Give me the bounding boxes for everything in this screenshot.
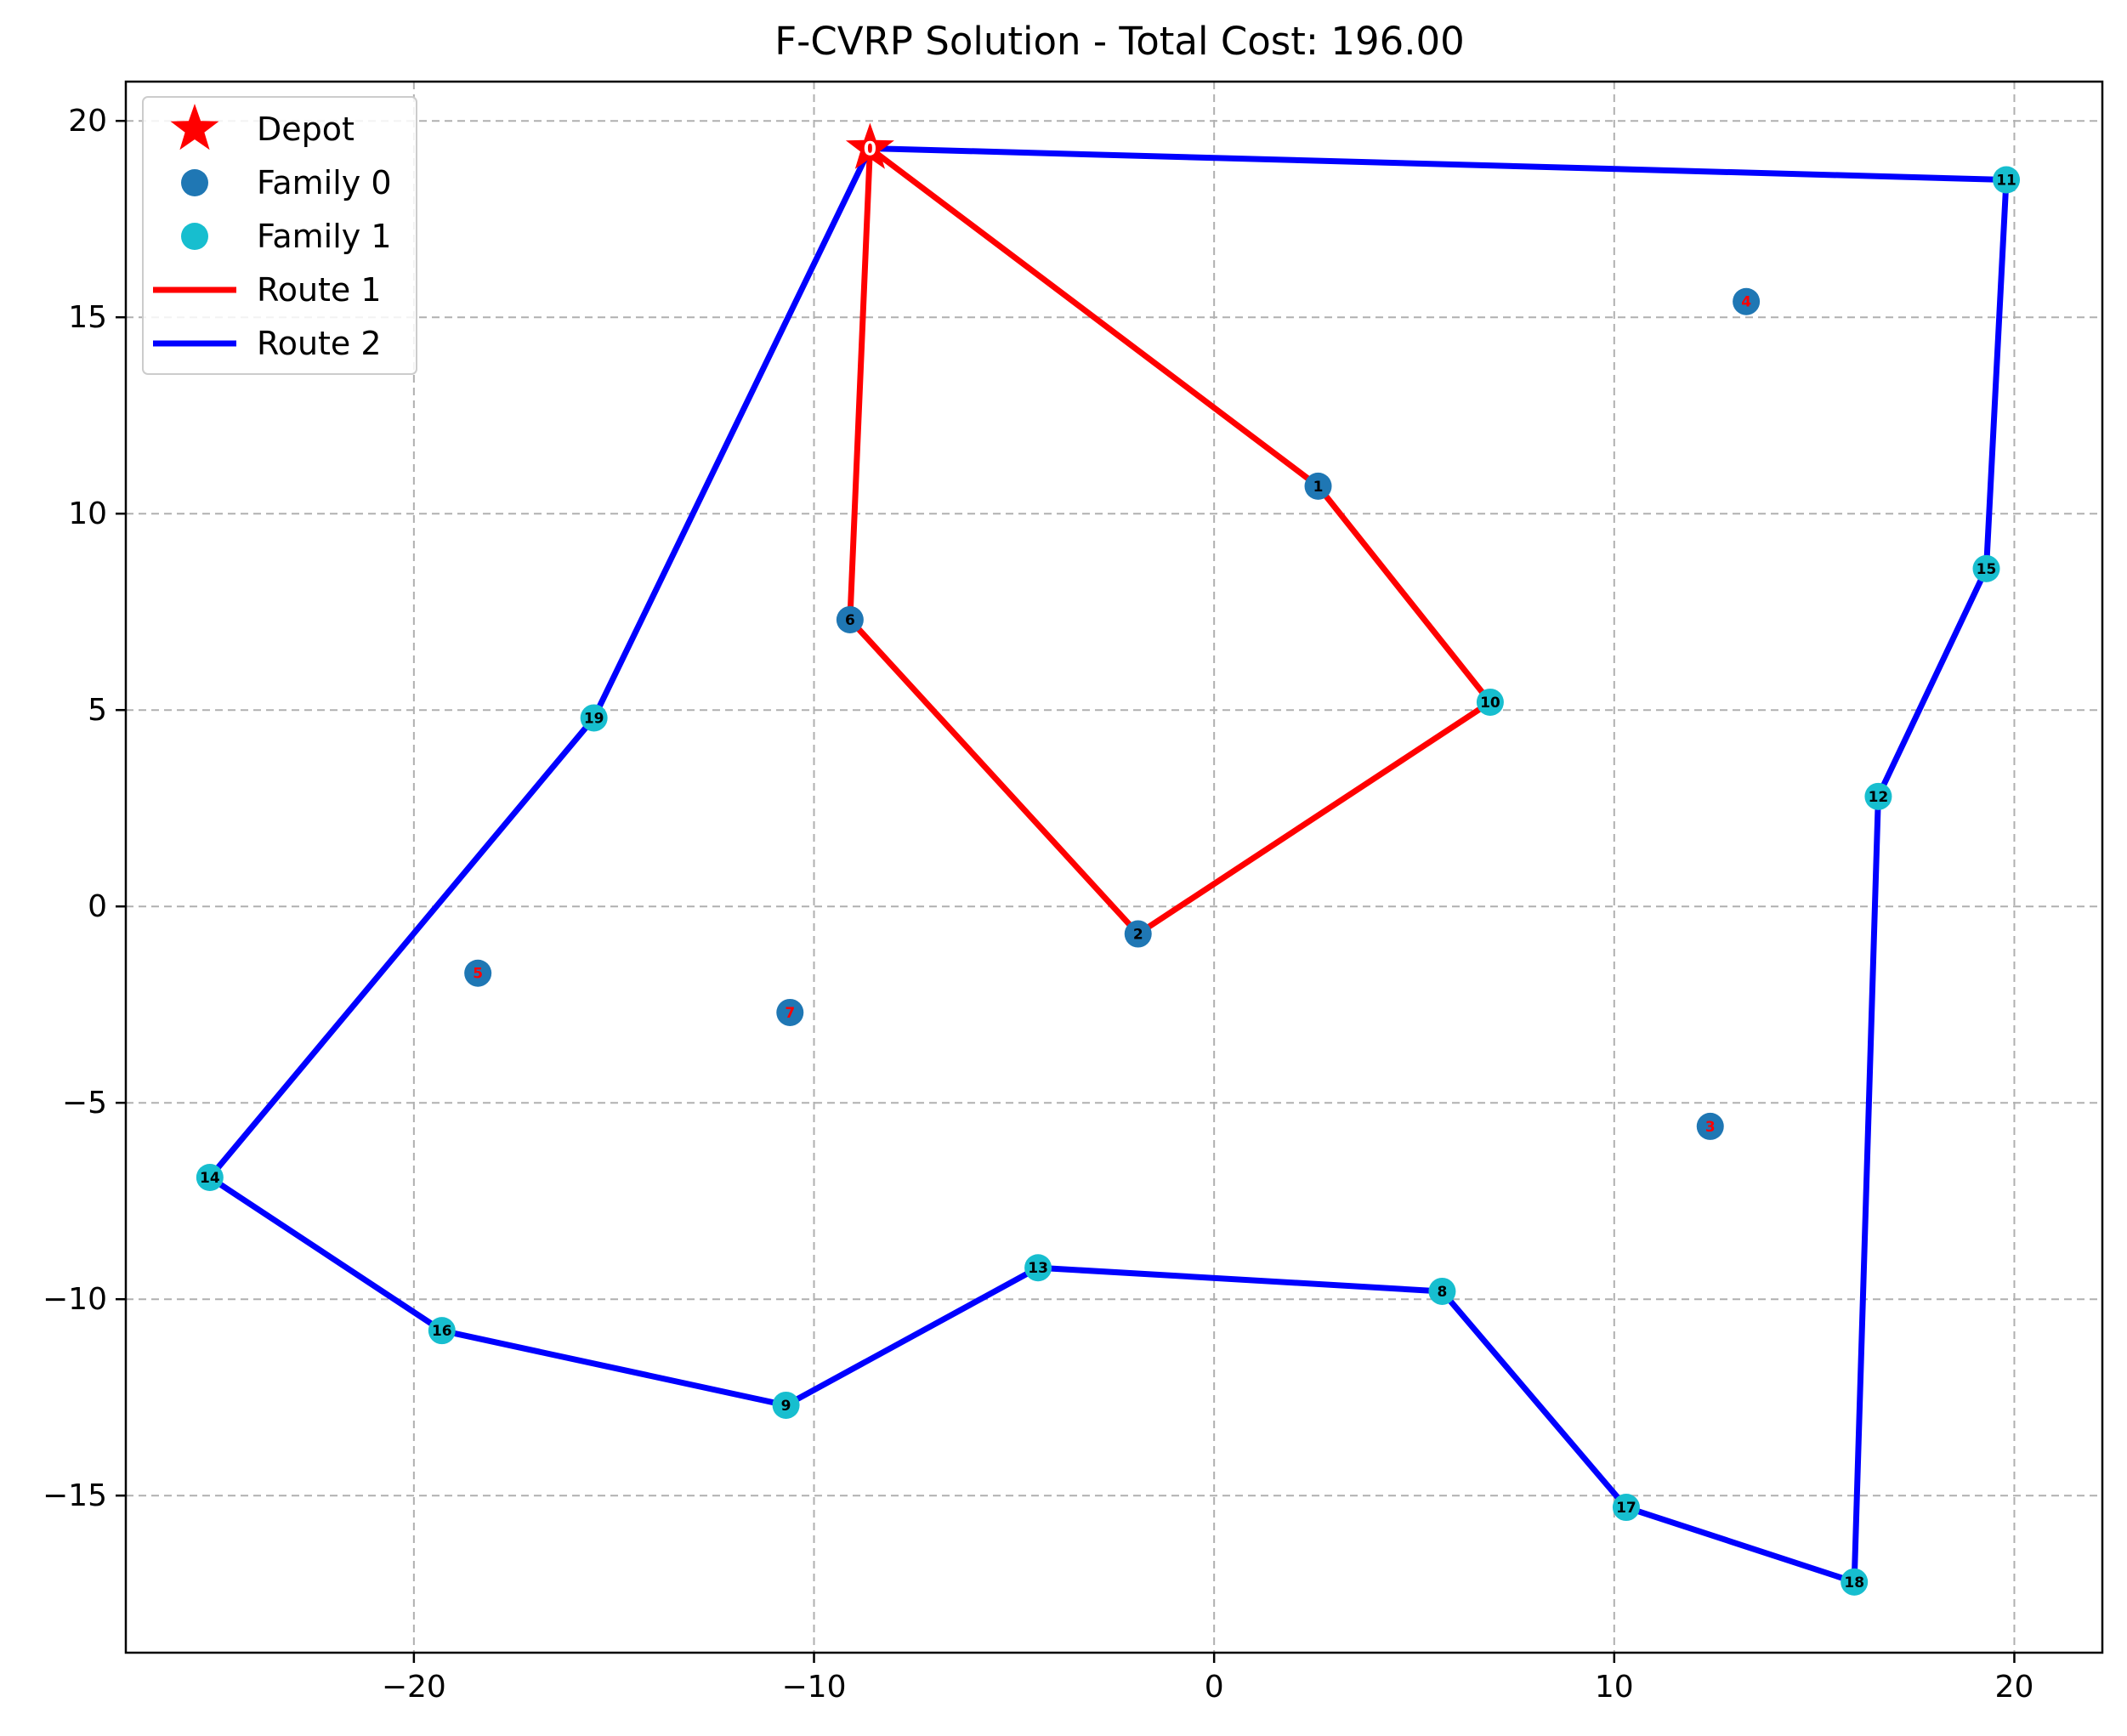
customer-label: 12	[1869, 789, 1889, 806]
legend: Depot Family 0 Family 1 Route 1 Route 2	[142, 96, 417, 375]
customer-label: 18	[1844, 1574, 1864, 1591]
customer-point	[1993, 166, 2021, 194]
customer-label: 5	[473, 966, 483, 983]
customer-point	[1733, 287, 1761, 315]
customer-point	[428, 1317, 456, 1345]
y-tick-label: −5	[62, 1086, 107, 1120]
customer-label: 4	[1741, 294, 1751, 311]
customer-label: 14	[200, 1170, 220, 1187]
customer-label: 7	[785, 1005, 795, 1022]
customer-label: 2	[1133, 927, 1143, 944]
customer-point	[1696, 1112, 1724, 1140]
customer-point	[196, 1163, 224, 1191]
customer-label: 1	[1313, 479, 1324, 496]
customer-point	[1024, 1254, 1052, 1282]
customer-point	[1841, 1568, 1869, 1596]
x-tick-label: 20	[1995, 1670, 2034, 1705]
customer-label: 3	[1705, 1119, 1716, 1136]
customer-point	[776, 998, 804, 1026]
legend-box	[142, 96, 417, 375]
y-tick-label: −10	[43, 1282, 107, 1317]
y-tick-label: 5	[88, 693, 107, 728]
legend-label: Family 0	[257, 164, 392, 201]
customer-label: 8	[1438, 1284, 1448, 1301]
customer-point	[1972, 554, 2000, 582]
legend-dot-icon	[181, 223, 208, 250]
customer-point	[580, 704, 608, 732]
depot-label: 0	[864, 139, 876, 161]
route-line-1	[847, 145, 1495, 939]
customer-label: 17	[1616, 1500, 1636, 1517]
customer-point	[1864, 782, 1892, 810]
y-tick-label: 10	[68, 496, 107, 531]
legend-label: Route 2	[257, 325, 382, 362]
legend-dot-icon	[181, 169, 208, 196]
customer-label: 16	[432, 1323, 452, 1340]
x-tick-label: 0	[1205, 1670, 1224, 1705]
legend-label: Family 1	[257, 218, 392, 255]
customer-label: 9	[781, 1398, 791, 1415]
y-tick-label: 0	[88, 889, 107, 924]
chart-title: F-CVRP Solution - Total Cost: 196.00	[774, 19, 1465, 64]
customer-label: 10	[1480, 695, 1500, 712]
customer-point	[1612, 1494, 1640, 1522]
x-tick-label: −10	[782, 1670, 847, 1705]
customer-point	[836, 605, 864, 633]
customer-label: 19	[584, 710, 604, 727]
depot: 0	[845, 122, 894, 169]
y-tick-label: −15	[43, 1478, 107, 1513]
y-tick-label: 20	[68, 104, 107, 139]
customer-label: 6	[845, 612, 855, 629]
customer-point	[464, 959, 492, 987]
customer-point	[1476, 688, 1504, 716]
customer-label: 13	[1028, 1260, 1048, 1277]
customer-point	[1304, 472, 1332, 500]
legend-label: Depot	[257, 111, 354, 148]
customer-point	[1124, 920, 1152, 948]
customer-point	[772, 1391, 800, 1419]
y-tick-label: 15	[68, 300, 107, 335]
plot-frame	[124, 80, 2104, 1654]
customer-label: 11	[1996, 173, 2016, 190]
customer-label: 15	[1977, 561, 1997, 578]
x-tick-label: −20	[382, 1670, 446, 1705]
x-tick-label: 10	[1595, 1670, 1634, 1705]
legend-star-icon	[170, 104, 219, 150]
customer-point	[1428, 1277, 1456, 1305]
depot-star-marker	[845, 122, 894, 169]
legend-label: Route 1	[257, 271, 382, 309]
